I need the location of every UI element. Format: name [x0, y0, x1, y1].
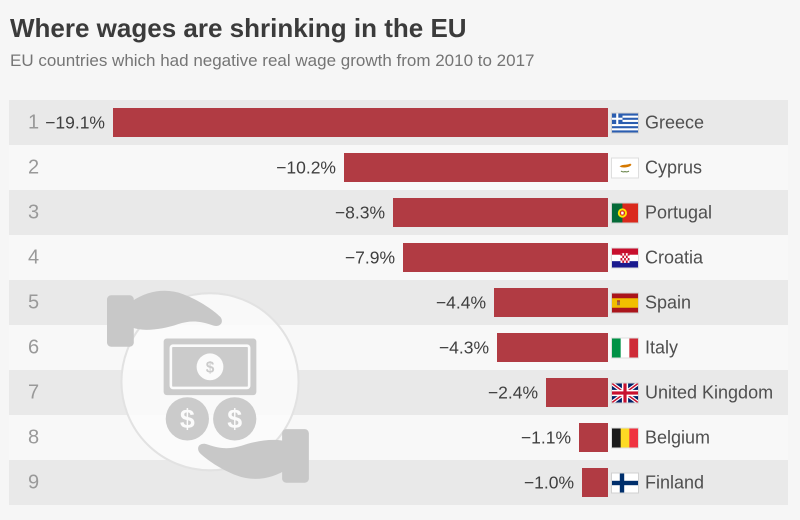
chart-row: 3 −8.3% Portugal: [0, 190, 800, 235]
country-label: Croatia: [645, 247, 704, 267]
row-background: [9, 235, 788, 280]
rank-label: 1: [28, 111, 40, 133]
bar: [582, 468, 608, 497]
country-label: Spain: [645, 292, 692, 312]
bar: [579, 423, 608, 452]
flag-portugal-icon: [612, 203, 638, 222]
chart-row: 7 −2.4% United Kingdom: [0, 370, 800, 415]
chart-row: 6 −4.3% Italy: [0, 325, 800, 370]
flag-cyprus-icon: [612, 158, 638, 177]
bar: [494, 288, 608, 317]
chart-row: 2 −10.2% Cyprus: [0, 145, 800, 190]
chart-row: 4 −7.9% Croatia: [0, 235, 800, 280]
chart-row: 9 −1.0% Finland: [0, 460, 800, 505]
value-label: −2.4%: [487, 382, 538, 402]
value-label: −10.2%: [276, 157, 336, 177]
chart-row: 1 −19.1% Greece: [0, 100, 800, 145]
country-label: Portugal: [645, 202, 713, 222]
flag-greece-icon: [612, 113, 638, 132]
bar-chart: 1 −19.1% Greece 2 −10.2% Cyprus 3 −8.3% …: [0, 100, 800, 505]
flag-finland-icon: [612, 473, 638, 492]
value-label: −1.0%: [523, 472, 574, 492]
chart-row: 5 −4.4% Spain: [0, 280, 800, 325]
rank-label: 6: [28, 336, 40, 358]
country-label: Italy: [645, 337, 679, 357]
country-label: Finland: [645, 472, 705, 492]
flag-italy-icon: [612, 338, 638, 357]
flag-spain-icon: [612, 293, 638, 312]
country-label: Greece: [645, 112, 705, 132]
bar: [403, 243, 608, 272]
value-label: −19.1%: [45, 112, 105, 132]
country-label: Cyprus: [645, 157, 703, 177]
country-label: United Kingdom: [645, 382, 774, 402]
page-subtitle: EU countries which had negative real wag…: [10, 51, 535, 70]
flag-uk-icon: [612, 383, 638, 402]
value-label: −4.4%: [435, 292, 486, 312]
rank-label: 9: [28, 471, 40, 493]
page-title: Where wages are shrinking in the EU: [10, 13, 467, 43]
value-label: −7.9%: [344, 247, 395, 267]
rank-label: 2: [28, 156, 40, 178]
rank-label: 3: [28, 201, 40, 223]
bar: [393, 198, 608, 227]
flag-belgium-icon: [612, 428, 638, 447]
rank-label: 4: [28, 246, 40, 268]
value-label: −8.3%: [334, 202, 385, 222]
rank-label: 7: [28, 381, 40, 403]
rank-label: 8: [28, 426, 40, 448]
flag-croatia-icon: [612, 248, 638, 267]
bar: [546, 378, 608, 407]
chart-row: 8 −1.1% Belgium: [0, 415, 800, 460]
value-label: −4.3%: [438, 337, 489, 357]
country-label: Belgium: [645, 427, 711, 447]
bar: [113, 108, 608, 137]
value-label: −1.1%: [520, 427, 571, 447]
bar: [344, 153, 608, 182]
bar: [497, 333, 608, 362]
rank-label: 5: [28, 291, 40, 313]
